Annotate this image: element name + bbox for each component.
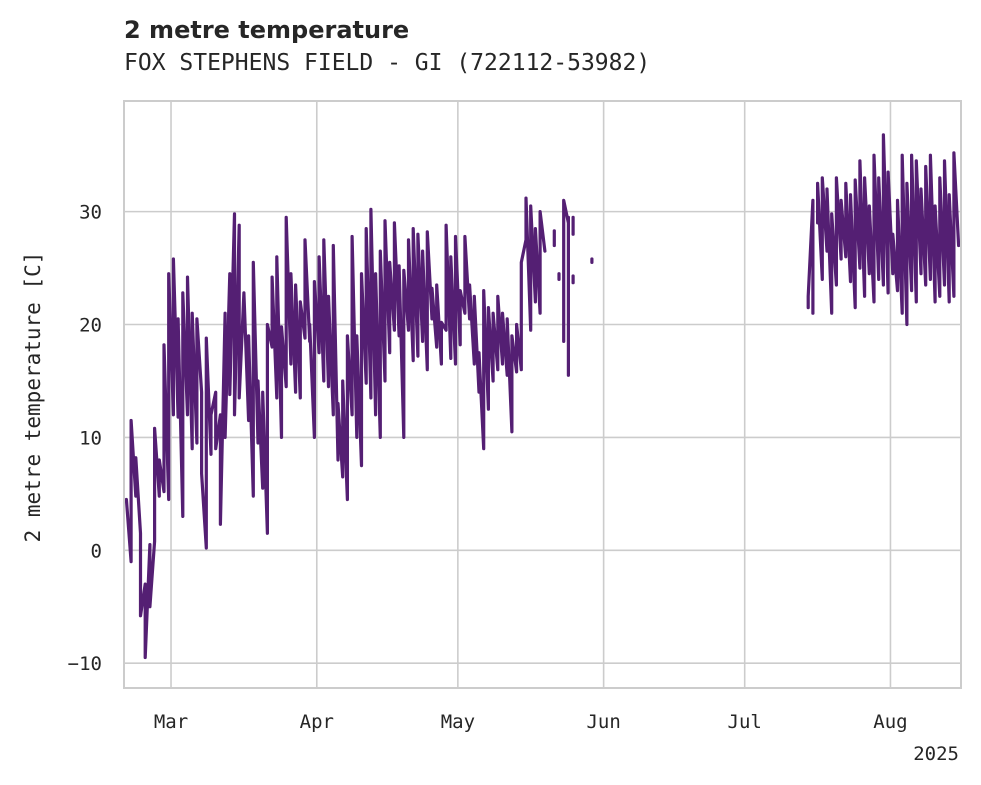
y-axis-label: 2 metre temperature [C] [21, 252, 45, 543]
plot-frame [123, 100, 962, 689]
y-tick-label: −10 [68, 653, 102, 675]
y-tick-label: 30 [79, 202, 102, 224]
temperature-series-line [816, 133, 961, 327]
grid-lines [124, 101, 961, 688]
x-tick-label: May [441, 711, 475, 733]
chart-title: 2 metre temperature [124, 16, 410, 44]
x-tick-label: Apr [300, 711, 334, 733]
x-tick-label: Jun [586, 711, 620, 733]
x-tick-labels: Mar Apr May Jun Jul Aug [154, 711, 908, 733]
x-axis-year-label: 2025 [913, 743, 959, 765]
y-tick-label: 10 [79, 427, 102, 449]
temperature-series-line [806, 198, 815, 315]
x-tick-label: Mar [154, 711, 188, 733]
x-tick-label: Jul [728, 711, 762, 733]
temperature-series-line [124, 196, 547, 660]
y-tick-label: 20 [79, 315, 102, 337]
y-tick-labels: −10 0 10 20 30 [68, 202, 102, 676]
x-tick-label: Aug [873, 711, 907, 733]
y-tick-label: 0 [91, 540, 102, 562]
chart-subtitle: FOX STEPHENS FIELD - GI (722112-53982) [124, 50, 651, 76]
temperature-series-line [562, 198, 570, 377]
series-lines [124, 133, 961, 660]
